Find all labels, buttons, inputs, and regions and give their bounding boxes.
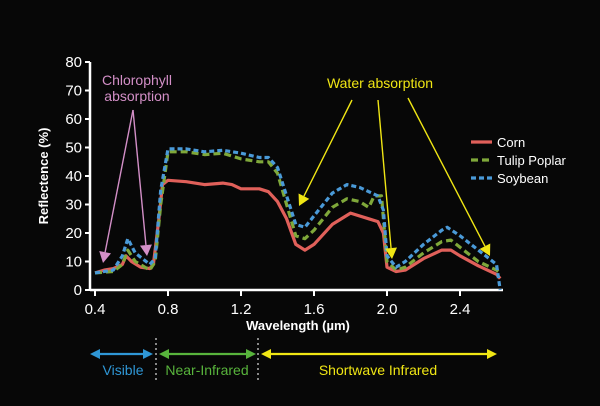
series-line-soybean xyxy=(94,147,502,291)
annotations: Chlorophyll absorption Water absorption xyxy=(99,72,491,263)
x-tick-label: 2.4 xyxy=(450,301,471,318)
y-tick-label: 30 xyxy=(65,197,82,214)
y-tick-label: 80 xyxy=(65,54,82,71)
y-tick-label: 60 xyxy=(65,111,82,128)
y-tick-label: 20 xyxy=(65,225,82,242)
annotation-arrow xyxy=(407,97,486,247)
legend-label: Corn xyxy=(497,135,525,150)
legend-label: Soybean xyxy=(497,171,548,186)
x-axis-label: Wavelength (µm) xyxy=(246,318,350,333)
chlorophyll-label-line1: Chlorophyll xyxy=(102,72,172,88)
arrow-right-icon xyxy=(487,349,497,359)
legend-label: Tulip Poplar xyxy=(497,153,567,168)
arrow-left-icon xyxy=(261,349,271,359)
water-absorption-label: Water absorption xyxy=(327,75,433,91)
arrow-head-icon xyxy=(139,244,152,256)
series-line-corn xyxy=(94,178,502,280)
spectral-regions: Visible Near-Infrared Shortwave Infrared xyxy=(90,338,497,382)
x-tick-label: 1.6 xyxy=(304,301,325,318)
x-tick-label: 2.0 xyxy=(377,301,398,318)
x-tick-label: 0.4 xyxy=(85,301,106,318)
y-tick-label: 10 xyxy=(65,254,82,271)
x-tick-label: 1.2 xyxy=(231,301,252,318)
region-label: Near-Infrared xyxy=(165,362,248,378)
axes: 0 10 20 30 40 50 60 70 80 0.4 0.8 1.2 1.6 2.0 2.4 xyxy=(65,54,503,318)
region-label: Visible xyxy=(103,362,144,378)
chlorophyll-label-line2: absorption xyxy=(104,88,169,104)
y-axis-label: Reflectence (%) xyxy=(36,128,51,225)
series-group xyxy=(94,147,502,291)
arrow-left-icon xyxy=(159,349,169,359)
x-tick-label: 0.8 xyxy=(158,301,179,318)
arrow-head-icon xyxy=(99,251,112,263)
annotation-arrow xyxy=(377,99,392,249)
y-tick-label: 0 xyxy=(74,282,82,299)
annotation-arrow xyxy=(132,109,147,246)
y-tick-label: 40 xyxy=(65,168,82,185)
region-label: Shortwave Infrared xyxy=(319,362,437,378)
legend: Corn Tulip Poplar Soybean xyxy=(471,135,567,186)
arrow-right-icon xyxy=(246,349,256,359)
arrow-head-icon xyxy=(479,243,491,256)
arrow-head-icon xyxy=(298,193,310,206)
annotation-arrow xyxy=(303,99,353,197)
arrow-left-icon xyxy=(90,349,100,359)
annotation-arrow xyxy=(104,109,134,253)
arrow-right-icon xyxy=(143,349,153,359)
arrow-head-icon xyxy=(385,247,398,259)
y-tick-label: 50 xyxy=(65,140,82,157)
y-tick-label: 70 xyxy=(65,83,82,100)
